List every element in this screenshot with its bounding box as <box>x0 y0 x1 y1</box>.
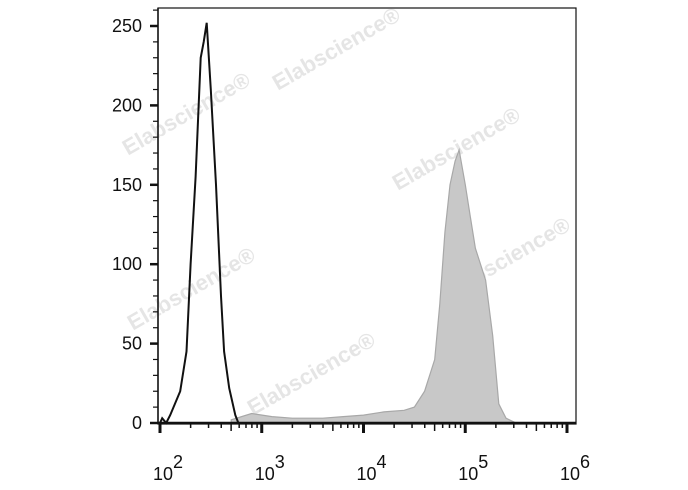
x-tick-label: 105 <box>458 452 488 484</box>
plot-frame <box>157 7 577 425</box>
y-tick-label: 150 <box>112 175 142 195</box>
x-tick-exponent: 2 <box>173 452 183 472</box>
x-tick-exponent: 3 <box>275 452 285 472</box>
y-tick-label: 200 <box>112 95 142 115</box>
y-tick-label: 250 <box>112 16 142 36</box>
y-tick-label: 0 <box>132 413 142 433</box>
series-layer <box>159 22 517 425</box>
x-tick-exponent: 4 <box>377 452 387 472</box>
x-tick-exponent: 5 <box>478 452 488 472</box>
x-tick-exponent: 6 <box>580 452 590 472</box>
x-tick-base: 10 <box>458 464 478 484</box>
x-tick-label: 106 <box>560 452 590 484</box>
watermark-text: Elabscience® <box>243 327 380 420</box>
y-tick-label: 50 <box>122 334 142 354</box>
histogram-filled-series <box>230 147 517 424</box>
y-tick-label: 100 <box>112 254 142 274</box>
x-tick-base: 10 <box>153 464 173 484</box>
x-tick-label: 102 <box>153 452 183 484</box>
x-tick-base: 10 <box>356 464 376 484</box>
x-tick-label: 104 <box>356 452 386 484</box>
histogram-line-series <box>159 22 240 425</box>
x-tick-base: 10 <box>560 464 580 484</box>
x-tick-base: 10 <box>255 464 275 484</box>
watermark-text: Elabscience® <box>268 2 405 95</box>
x-tick-label: 103 <box>255 452 285 484</box>
